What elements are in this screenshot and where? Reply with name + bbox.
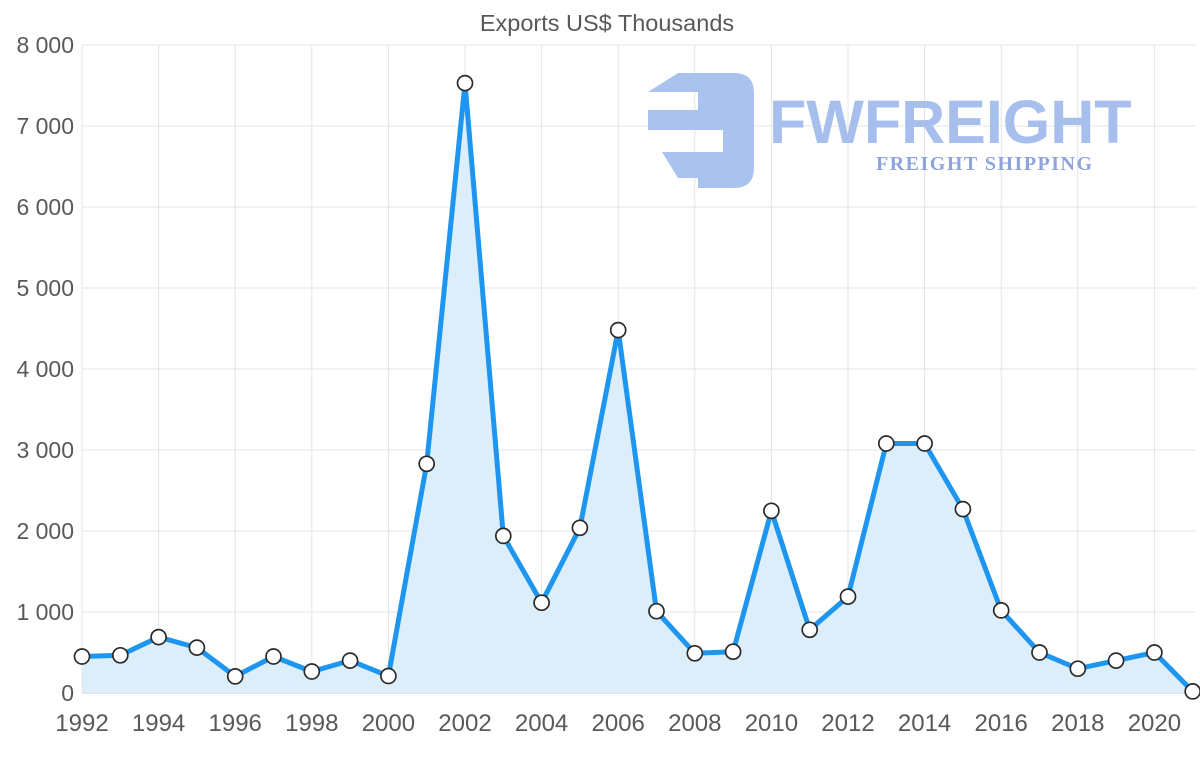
y-axis-tick-label: 7 000 [16,113,74,139]
grid-lines [81,44,1196,694]
x-axis-tick-label: 1996 [209,710,262,737]
data-point-marker [992,602,1010,619]
y-axis-tick-label: 4 000 [16,356,74,382]
x-axis-tick-label: 2004 [515,710,568,737]
data-point-marker [533,594,550,612]
data-point-marker [150,628,167,646]
data-point-marker [456,74,474,92]
x-axis-tick-label: 2016 [975,710,1028,737]
x-axis-tick-label: 2006 [592,710,645,737]
data-point-marker [303,663,321,680]
data-point-marker [1146,644,1163,661]
x-axis-tick-label: 2014 [898,710,951,737]
data-point-marker [648,602,665,620]
data-point-marker [494,527,512,545]
x-axis-tick-label: 2008 [668,710,721,737]
data-point-marker [73,648,91,665]
data-point-marker [571,519,589,537]
y-axis-tick-label: 2 000 [16,518,74,544]
data-point-marker [877,435,895,452]
data-point-marker [341,652,359,669]
data-point-marker [1069,660,1087,678]
data-point-marker [226,668,244,685]
area-fill [82,83,1193,694]
data-point-marker [916,435,933,452]
data-point-marker [111,646,129,664]
y-axis-tick-label: 6 000 [16,194,74,220]
chart-title: Exports US$ Thousands [480,10,734,36]
data-point-marker [724,643,742,661]
exports-series [73,74,1200,700]
data-point-marker [839,588,857,605]
x-axis-tick-label: 2018 [1051,710,1104,737]
x-axis-tick-label: 2020 [1128,710,1181,737]
x-axis-tick-label: 2010 [745,710,798,737]
x-axis-tick-label: 1998 [285,710,338,737]
data-point-marker [265,648,282,665]
data-point-marker [609,321,627,339]
x-axis-tick-label: 2002 [438,710,491,737]
data-point-marker [954,500,972,518]
data-point-marker [418,455,436,473]
data-point-marker [1184,683,1200,700]
y-axis-tick-label: 0 [61,680,74,706]
y-axis-tick-label: 1 000 [16,599,74,625]
data-point-marker [686,644,704,662]
data-point-marker [801,621,819,639]
x-axis-tick-label: 2000 [362,710,415,737]
data-point-marker [380,667,397,685]
axis-labels: 0 1 000 2 000 3 000 4 000 5 000 6 000 7 000 8 00… [16,32,1181,737]
x-axis-tick-label: 1994 [132,710,185,737]
y-axis-tick-label: 8 000 [16,32,74,58]
x-axis-tick-label: 1992 [55,710,108,737]
y-axis-tick-label: 3 000 [16,437,74,463]
data-point-marker [1107,652,1125,669]
x-axis-tick-label: 2012 [821,710,874,737]
data-point-marker [763,502,780,520]
y-axis-tick-label: 5 000 [16,275,74,301]
data-point-marker [1031,644,1048,661]
data-point-marker [188,639,206,656]
